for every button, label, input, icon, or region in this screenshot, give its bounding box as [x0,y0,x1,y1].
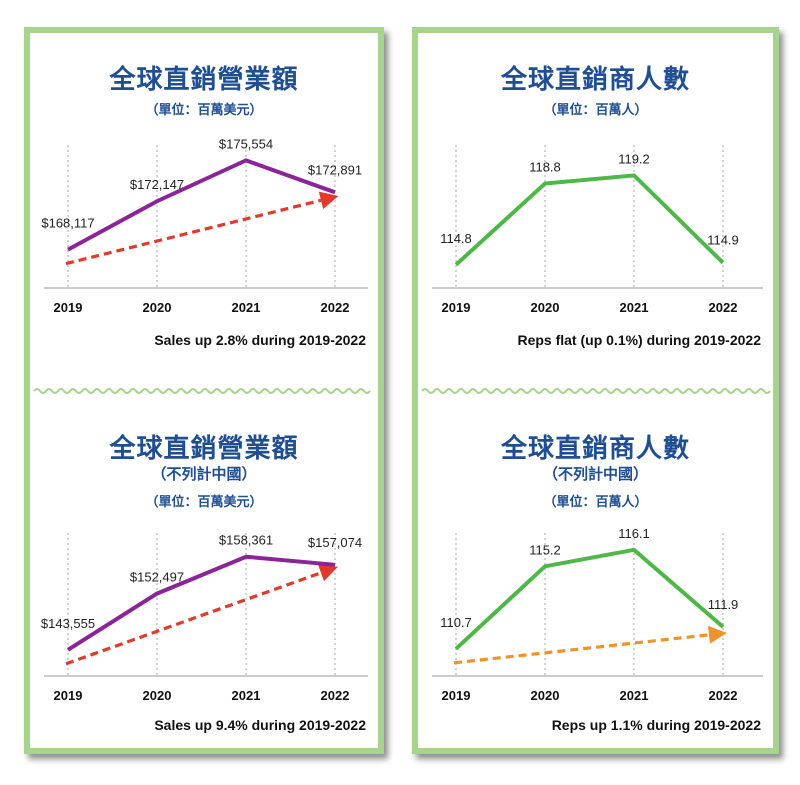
data-label: $143,555 [41,616,95,631]
x-tick-label: 2019 [442,300,471,315]
series-line [454,547,725,651]
data-label: 118.8 [529,160,561,175]
chart-unit: （單位：百萬人） [543,103,648,118]
chart-unit: （單位：百萬美元） [145,495,263,510]
chart-title: 全球直銷營業額 [109,65,299,95]
left-panel: 全球直銷營業額 （單位：百萬美元） $168,117 $172,147 $175,5… [24,27,384,754]
data-label: $158,361 [219,533,273,548]
data-label: $175,554 [219,136,273,151]
chart-caption: Sales up 2.8% during 2019-2022 [154,332,366,348]
chart-title: 全球直銷商人數 [500,65,690,95]
x-tick-label: 2019 [54,688,83,703]
wavy-divider [33,388,371,394]
chart-unit: （單位：百萬美元） [145,103,263,118]
data-label: $172,147 [130,177,184,192]
data-label: $152,497 [130,570,184,585]
x-tick-label: 2021 [232,300,261,315]
trend-arrowhead [317,564,338,582]
data-label: $172,891 [308,162,362,177]
trend-arrowhead [708,625,727,644]
x-tick-label: 2019 [442,688,471,703]
chart-caption: Reps up 1.1% during 2019-2022 [551,717,761,733]
trend-line [65,198,322,266]
x-tick-label: 2020 [143,688,172,703]
chart-title: 全球直銷商人數 [500,434,690,464]
x-tick-label: 2022 [709,300,738,315]
data-label: 110.7 [440,615,472,630]
chart-caption: Reps flat (up 0.1%) during 2019-2022 [517,332,761,348]
chart-title: 全球直銷營業額 [109,434,299,464]
series-line [454,173,725,267]
x-tick-label: 2022 [321,688,350,703]
sales-exchina-chart: $143,555 $152,497 $158,361 $157,074 2019 2020… [41,533,368,703]
x-tick-label: 2021 [232,688,261,703]
x-tick-label: 2020 [531,688,560,703]
trend-arrowhead [318,191,339,210]
chart-unit: （單位：百萬人） [543,495,648,510]
right-panel: 全球直銷商人數 （單位：百萬人） 114.8 118.8 119.2 114.9 201… [412,27,779,754]
data-label: 116.1 [618,526,650,541]
x-tick-label: 2019 [54,300,83,315]
x-tick-label: 2021 [620,300,649,315]
data-label: 119.2 [618,151,650,166]
data-label: 115.2 [529,542,561,557]
data-label: 114.9 [707,233,739,248]
data-label: 114.8 [440,231,472,246]
chart-caption: Sales up 9.4% during 2019-2022 [154,717,366,733]
data-label: $168,117 [41,216,94,231]
trend-line [453,633,710,665]
chart-subtitle: （不列計中國） [151,465,257,483]
x-tick-label: 2022 [709,688,738,703]
x-tick-label: 2022 [321,300,350,315]
x-tick-label: 2020 [143,300,172,315]
x-tick-label: 2021 [620,688,649,703]
series-line [66,554,336,652]
reps-global-chart: 114.8 118.8 119.2 114.9 2019 2020 2021 2022 [432,145,763,315]
data-label: 111.9 [708,597,739,612]
data-label: $157,074 [308,535,362,550]
wavy-divider [421,388,771,394]
reps-exchina-chart: 110.7 115.2 116.1 111.9 2019 2020 2021 2022 [432,526,763,703]
trend-line [65,571,322,666]
x-tick-label: 2020 [531,300,560,315]
sales-global-chart: $168,117 $172,147 $175,554 $172,891 2019 2020… [41,136,368,315]
chart-subtitle: （不列計中國） [542,465,648,483]
series-line [67,158,336,252]
